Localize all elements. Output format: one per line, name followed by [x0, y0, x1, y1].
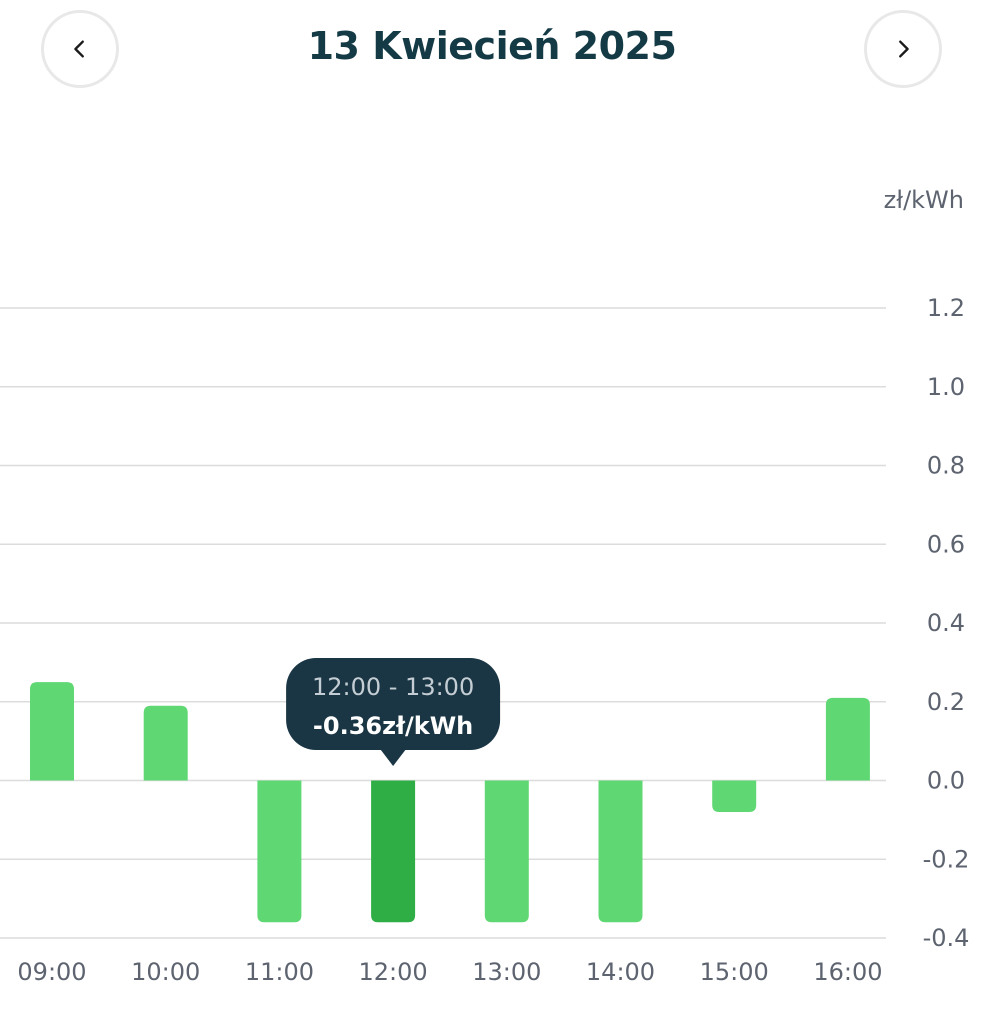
bar-0900[interactable] [30, 682, 74, 781]
y-tick-label: 0.4 [927, 609, 965, 637]
bar-1300[interactable] [484, 780, 529, 923]
bar-1400[interactable] [598, 780, 643, 923]
x-tick-label: 15:00 [700, 958, 769, 986]
x-tick-label: 11:00 [245, 958, 314, 986]
previous-day-button[interactable] [41, 10, 119, 88]
next-day-button[interactable] [864, 10, 942, 88]
chevron-right-icon [899, 40, 909, 58]
x-tick-label: 14:00 [586, 958, 655, 986]
y-axis-unit-label: zł/kWh [883, 186, 964, 214]
chevron-left-icon [74, 40, 84, 58]
y-tick-label: 0.6 [927, 530, 965, 558]
y-tick-label: 1.2 [927, 294, 965, 322]
y-tick-label: -0.2 [923, 845, 970, 873]
bar-1200[interactable] [371, 780, 416, 923]
tooltip-time-range: 12:00 - 13:00 [312, 673, 474, 701]
y-tick-label: 0.2 [927, 688, 965, 716]
bars [30, 682, 870, 923]
page-title: 13 Kwiecień 2025 [307, 24, 677, 68]
y-tick-label: -0.4 [923, 924, 970, 952]
y-tick-label: 0.0 [927, 767, 965, 795]
x-tick-label: 09:00 [17, 958, 86, 986]
grid-lines [0, 307, 886, 939]
y-tick-labels: 1.2 1.0 0.8 0.6 0.4 0.2 0.0 -0.2 -0.4 [923, 294, 970, 952]
tooltip-price-value: -0.36zł/kWh [313, 712, 473, 740]
bar-1000[interactable] [143, 705, 188, 781]
x-tick-labels: 09:00 10:00 11:00 12:00 13:00 14:00 15:00 16:00 [17, 958, 882, 986]
bar-1100[interactable] [257, 780, 302, 923]
x-tick-label: 10:00 [131, 958, 200, 986]
tooltip-pointer [380, 749, 407, 766]
x-tick-label: 13:00 [472, 958, 541, 986]
selected-bar-tooltip: 12:00 - 13:00 -0.36zł/kWh [286, 658, 501, 766]
y-tick-label: 0.8 [927, 452, 965, 480]
bar-1500[interactable] [712, 780, 757, 813]
tooltip-box [286, 658, 501, 750]
x-tick-label: 12:00 [359, 958, 428, 986]
x-tick-label: 16:00 [813, 958, 882, 986]
y-tick-label: 1.0 [927, 373, 965, 401]
bar-1600[interactable] [825, 697, 870, 781]
